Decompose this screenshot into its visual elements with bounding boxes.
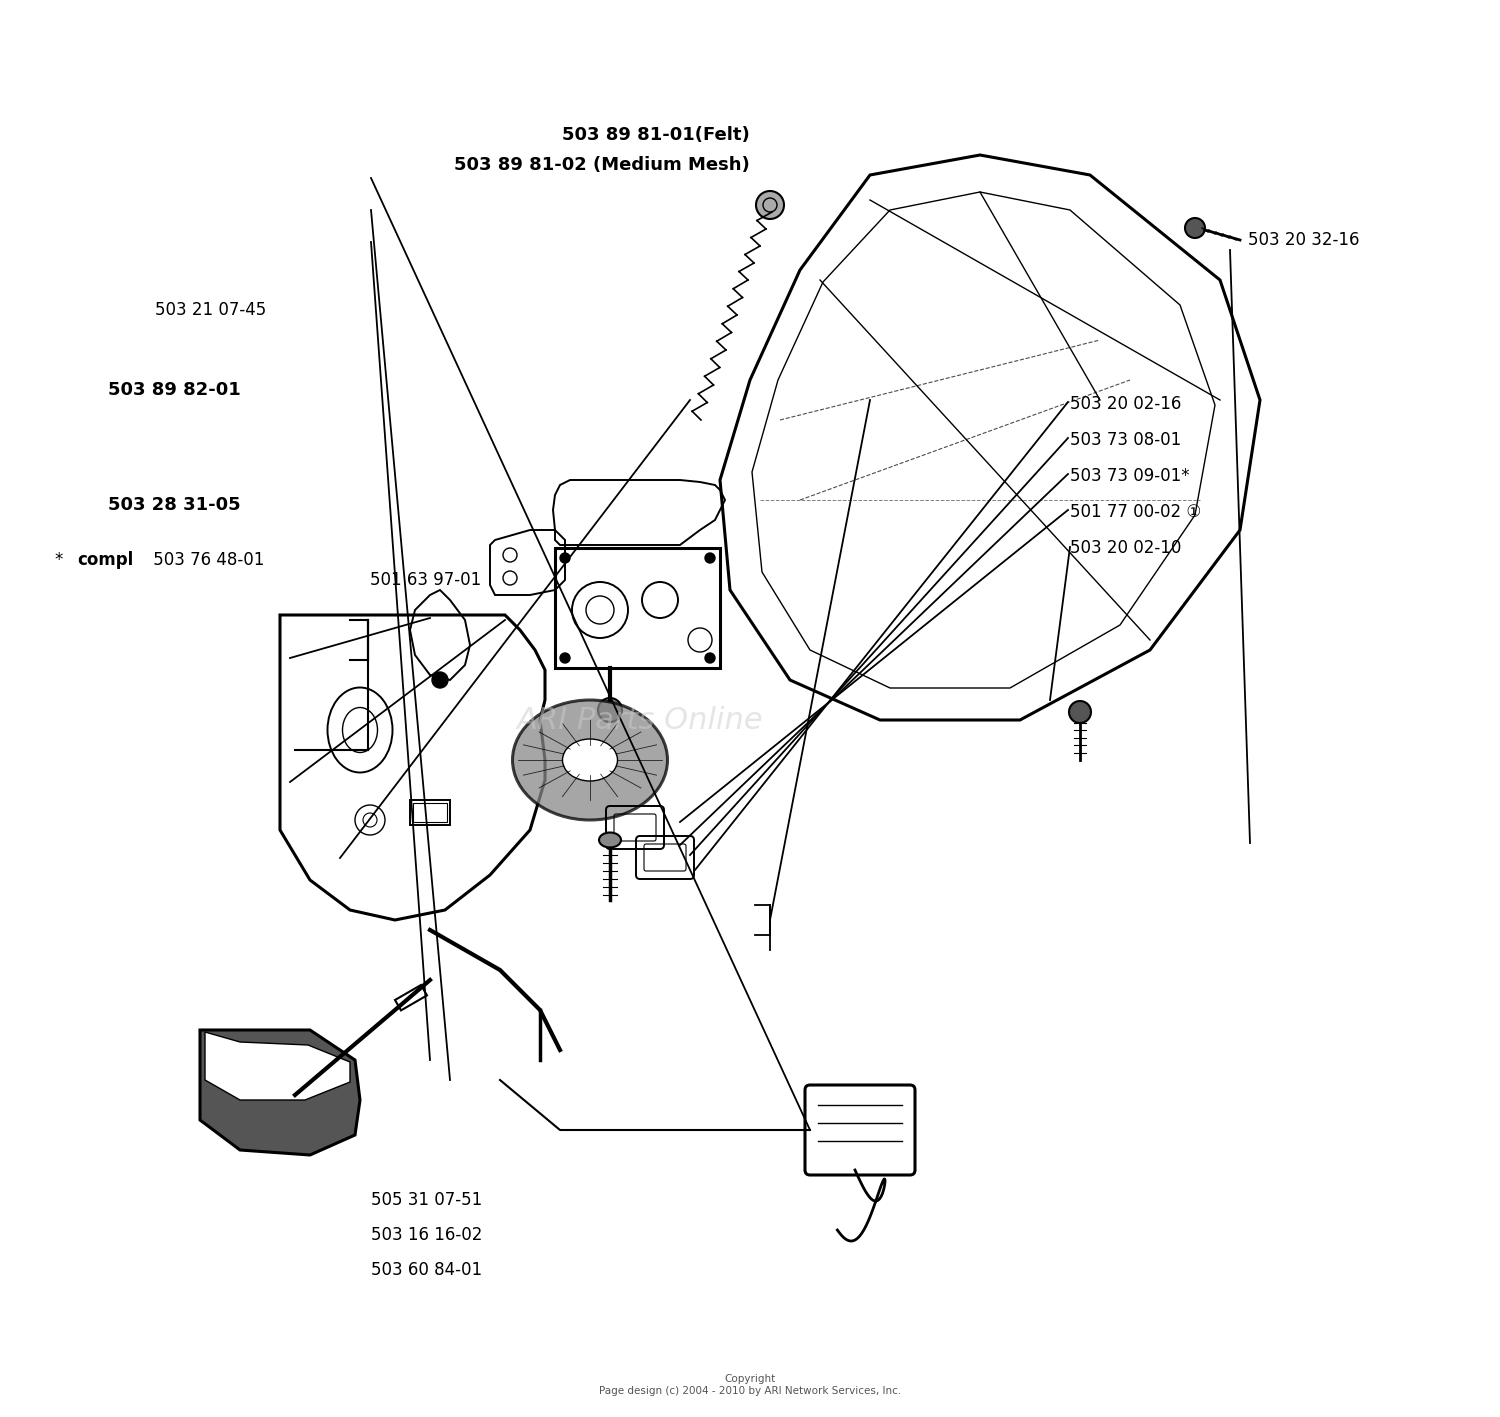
Text: 503 16 16-02: 503 16 16-02: [370, 1226, 483, 1244]
Circle shape: [705, 553, 716, 563]
Text: ARI Parts Online: ARI Parts Online: [516, 706, 764, 734]
Bar: [413, 803, 447, 822]
Ellipse shape: [513, 700, 668, 820]
Circle shape: [560, 653, 570, 663]
Ellipse shape: [562, 740, 618, 781]
Circle shape: [598, 699, 622, 723]
Text: 501 63 97-01: 501 63 97-01: [370, 571, 482, 589]
Text: 503 89 81-01(Felt): 503 89 81-01(Felt): [562, 126, 750, 145]
Text: 503 60 84-01: 503 60 84-01: [370, 1261, 482, 1280]
Circle shape: [560, 553, 570, 563]
Text: 505 31 07-51: 505 31 07-51: [370, 1192, 483, 1209]
Polygon shape: [200, 1030, 360, 1155]
Circle shape: [756, 191, 784, 220]
Bar: [555, 548, 720, 667]
Text: compl: compl: [76, 551, 134, 570]
Text: 503 28 31-05: 503 28 31-05: [108, 496, 240, 514]
Text: 503 73 08-01: 503 73 08-01: [1070, 431, 1182, 449]
Bar: [410, 801, 450, 825]
Ellipse shape: [598, 833, 621, 847]
Circle shape: [1185, 218, 1204, 238]
Circle shape: [1070, 701, 1090, 723]
Text: 503 73 09-01*: 503 73 09-01*: [1070, 468, 1190, 485]
Circle shape: [432, 672, 448, 689]
Text: 503 76 48-01: 503 76 48-01: [148, 551, 264, 570]
Circle shape: [705, 653, 716, 663]
Text: 503 21 07-45: 503 21 07-45: [154, 300, 267, 319]
Bar: [394, 985, 427, 1010]
Text: Copyright
Page design (c) 2004 - 2010 by ARI Network Services, Inc.: Copyright Page design (c) 2004 - 2010 by…: [598, 1374, 902, 1396]
Text: 501 77 00-02 ①: 501 77 00-02 ①: [1070, 503, 1202, 521]
Text: 503 20 32-16: 503 20 32-16: [1248, 231, 1359, 249]
Text: 503 89 81-02 (Medium Mesh): 503 89 81-02 (Medium Mesh): [454, 156, 750, 174]
Polygon shape: [206, 1032, 350, 1100]
Text: 503 20 02-10: 503 20 02-10: [1070, 538, 1182, 557]
Text: 503 89 82-01: 503 89 82-01: [108, 381, 240, 400]
Text: 503 20 02-16: 503 20 02-16: [1070, 395, 1182, 412]
Text: *: *: [56, 551, 69, 570]
